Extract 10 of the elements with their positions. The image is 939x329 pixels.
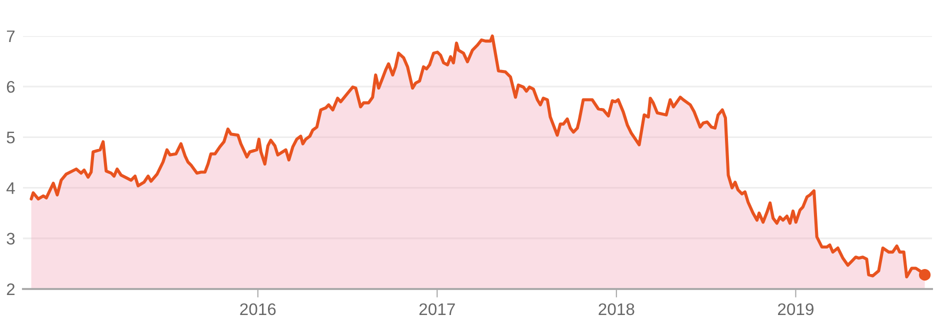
y-tick-label: 2 — [6, 283, 15, 296]
y-tick-label: 3 — [6, 232, 15, 245]
x-tick-label: 2018 — [598, 303, 634, 316]
y-tick-label: 6 — [6, 80, 15, 93]
y-tick-label: 5 — [6, 132, 15, 144]
y-tick-label: 7 — [6, 30, 15, 42]
x-tick-label: 2019 — [778, 303, 814, 316]
y-tick-label: 4 — [6, 182, 15, 194]
x-tick-label: 2016 — [240, 303, 276, 316]
x-tick-label: 2017 — [419, 303, 455, 316]
